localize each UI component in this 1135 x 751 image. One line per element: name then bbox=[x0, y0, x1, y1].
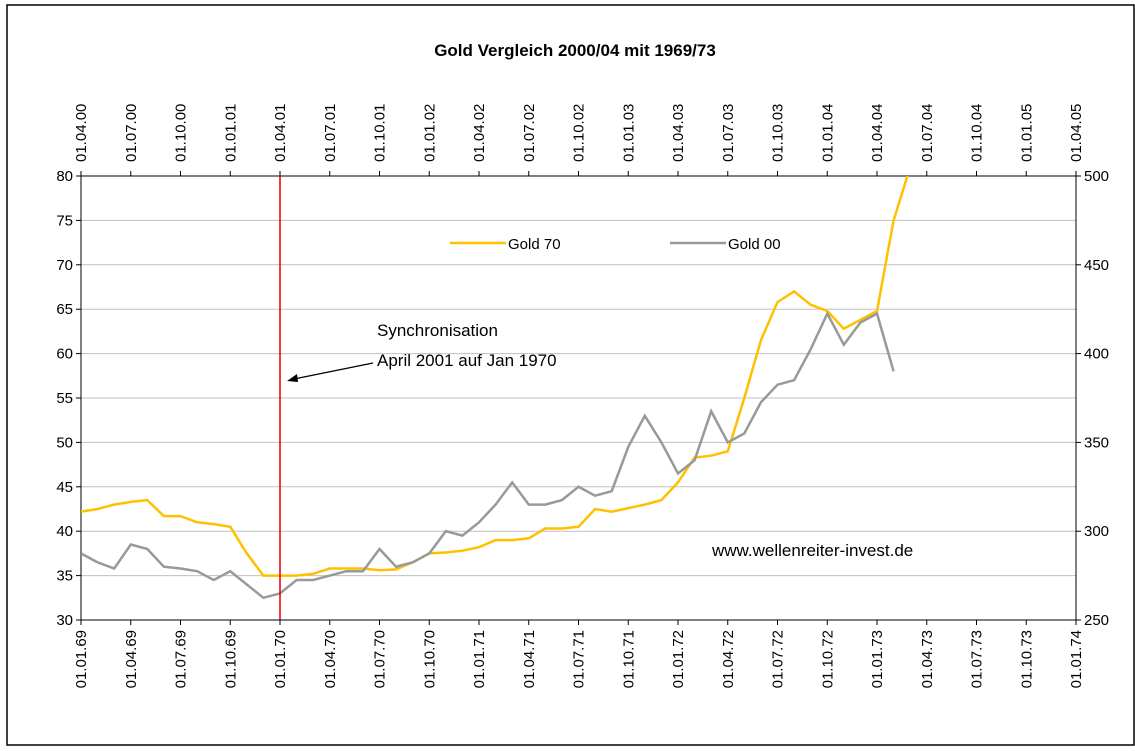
y-tick-label: 70 bbox=[56, 257, 73, 274]
y2-tick-label: 500 bbox=[1084, 168, 1109, 185]
x-tick-label: 01.01.69 bbox=[73, 630, 90, 688]
x2-tick-label: 01.10.04 bbox=[969, 104, 986, 162]
series-layer bbox=[81, 176, 909, 600]
y-tick-label: 60 bbox=[56, 346, 73, 363]
x2-tick-label: 01.01.04 bbox=[819, 104, 836, 162]
x2-tick-label: 01.04.02 bbox=[471, 104, 488, 162]
annotation: April 2001 auf Jan 1970 bbox=[377, 351, 557, 370]
y2-tick-label: 400 bbox=[1084, 346, 1109, 363]
y2-tick-label: 350 bbox=[1084, 434, 1109, 451]
x2-tick-label: 01.04.04 bbox=[869, 104, 886, 162]
x-tick-label: 01.04.69 bbox=[123, 630, 140, 688]
x-tick-label: 01.07.72 bbox=[770, 630, 787, 688]
x2-tick-label: 01.07.04 bbox=[919, 104, 936, 162]
x-tick-label: 01.04.70 bbox=[322, 630, 339, 688]
y-tick-label: 35 bbox=[56, 568, 73, 585]
series-line bbox=[81, 176, 909, 577]
x2-tick-label: 01.10.01 bbox=[372, 104, 389, 162]
x2-tick-label: 01.04.00 bbox=[73, 104, 90, 162]
arrow-head bbox=[287, 374, 298, 382]
x2-tick-label: 01.04.03 bbox=[670, 104, 687, 162]
x-tick-label: 01.01.71 bbox=[471, 630, 488, 688]
x-tick-label: 01.01.74 bbox=[1068, 630, 1085, 688]
x-tick-label: 01.07.69 bbox=[173, 630, 190, 688]
y-tick-label: 40 bbox=[56, 523, 73, 540]
y-tick-label: 50 bbox=[56, 434, 73, 451]
y-tick-label: 30 bbox=[56, 612, 73, 629]
y-tick-label: 45 bbox=[56, 479, 73, 496]
x2-tick-label: 01.10.03 bbox=[770, 104, 787, 162]
x2-tick-label: 01.01.03 bbox=[620, 104, 637, 162]
x2-tick-label: 01.07.00 bbox=[123, 104, 140, 162]
x-tick-label: 01.10.72 bbox=[819, 630, 836, 688]
x2-tick-label: 01.01.02 bbox=[421, 104, 438, 162]
y-tick-label: 80 bbox=[56, 168, 73, 185]
x-tick-label: 01.10.73 bbox=[1018, 630, 1035, 688]
arrow-shaft bbox=[293, 362, 374, 380]
legend-label: Gold 00 bbox=[728, 236, 781, 253]
x2-tick-label: 01.04.01 bbox=[272, 104, 289, 162]
y2-tick-label: 450 bbox=[1084, 257, 1109, 274]
x-tick-label: 01.01.73 bbox=[869, 630, 886, 688]
legend-label: Gold 70 bbox=[508, 236, 561, 253]
x-tick-label: 01.10.69 bbox=[222, 630, 239, 688]
x-tick-label: 01.04.73 bbox=[919, 630, 936, 688]
x2-tick-label: 01.10.02 bbox=[571, 104, 588, 162]
x2-tick-label: 01.07.01 bbox=[322, 104, 339, 162]
y2-tick-label: 250 bbox=[1084, 612, 1109, 629]
series-line bbox=[81, 310, 895, 600]
x-tick-label: 01.07.73 bbox=[969, 630, 986, 688]
x-tick-label: 01.10.70 bbox=[421, 630, 438, 688]
x2-tick-label: 01.04.05 bbox=[1068, 104, 1085, 162]
y2-tick-label: 300 bbox=[1084, 523, 1109, 540]
x2-tick-label: 01.10.00 bbox=[173, 104, 190, 162]
x-tick-label: 01.01.70 bbox=[272, 630, 289, 688]
x2-tick-label: 01.01.05 bbox=[1018, 104, 1035, 162]
x-tick-label: 01.07.70 bbox=[372, 630, 389, 688]
x-tick-label: 01.04.71 bbox=[521, 630, 538, 688]
x-tick-label: 01.07.71 bbox=[571, 630, 588, 688]
y-tick-label: 65 bbox=[56, 301, 73, 318]
x2-tick-label: 01.07.02 bbox=[521, 104, 538, 162]
y-tick-label: 55 bbox=[56, 390, 73, 407]
x-tick-label: 01.10.71 bbox=[620, 630, 637, 688]
watermark: www.wellenreiter-invest.de bbox=[711, 541, 913, 560]
y-tick-label: 75 bbox=[56, 212, 73, 229]
x2-tick-label: 01.01.01 bbox=[222, 104, 239, 162]
x-tick-label: 01.01.72 bbox=[670, 630, 687, 688]
chart-title: Gold Vergleich 2000/04 mit 1969/73 bbox=[434, 41, 716, 60]
annotation: Synchronisation bbox=[377, 321, 498, 340]
x-tick-label: 01.04.72 bbox=[720, 630, 737, 688]
x2-tick-label: 01.07.03 bbox=[720, 104, 737, 162]
